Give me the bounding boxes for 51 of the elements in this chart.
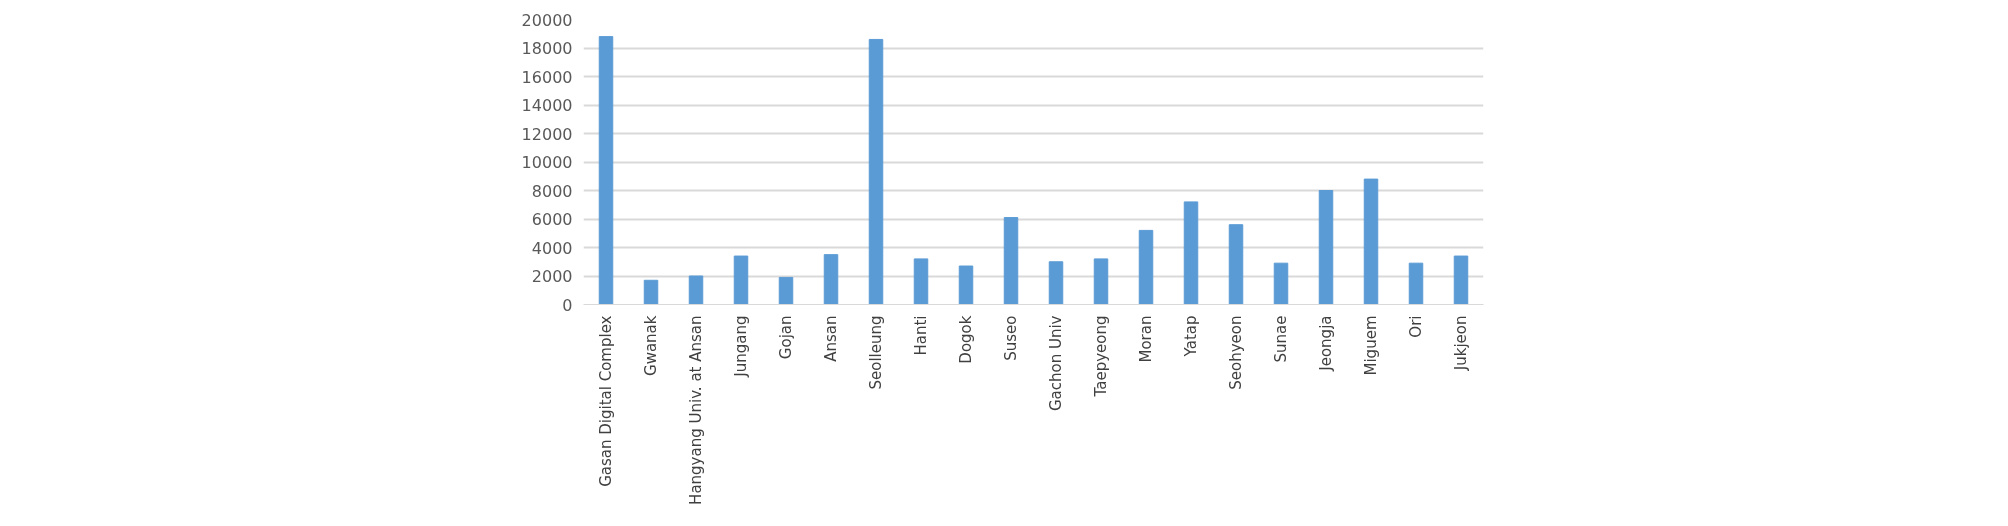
bar — [1093, 258, 1109, 305]
x-tick-label: Sunae — [1272, 315, 1290, 363]
bar — [1453, 255, 1469, 305]
bar — [688, 275, 704, 305]
x-tick-label: Yatap — [1182, 315, 1200, 358]
bar — [1318, 190, 1334, 305]
x-tick-label: Jungang — [732, 315, 750, 378]
bar — [1228, 224, 1244, 305]
x-tick-label: Jeongja — [1317, 315, 1335, 372]
bar — [913, 258, 929, 305]
y-tick-label: 18000 — [521, 39, 573, 58]
y-tick-label: 4000 — [531, 238, 573, 258]
y-tick-label: 20000 — [521, 10, 573, 30]
bar — [1408, 262, 1424, 305]
x-tick-label: Suseo — [1002, 315, 1020, 361]
bar — [598, 36, 614, 305]
x-tick-label: Gojan — [777, 315, 795, 360]
bar — [643, 279, 659, 305]
x-tick-label: Ansan — [822, 315, 840, 362]
bar — [1138, 229, 1154, 305]
bar — [1048, 261, 1064, 305]
bar — [1003, 217, 1019, 305]
bar — [868, 38, 884, 305]
x-tick-label: Seolleung — [867, 315, 885, 390]
x-tick-label: Taepyeong — [1092, 315, 1110, 398]
y-tick-label: 16000 — [521, 67, 573, 87]
bar — [733, 255, 749, 305]
y-tick-label: 12000 — [521, 124, 573, 144]
x-tick-label: Jukjeon — [1452, 315, 1470, 372]
x-tick-label: Gwanak — [642, 315, 660, 376]
x-tick-label: Dogok — [957, 315, 975, 364]
x-tick-label: Gasan Digital Complex — [597, 315, 615, 487]
x-tick-label: Hangyang Univ. at Ansan — [687, 315, 705, 505]
y-tick-label: 0 — [562, 295, 573, 315]
y-tick-label: 14000 — [521, 96, 573, 115]
bar — [1363, 178, 1379, 305]
bar — [1183, 201, 1199, 305]
y-tick-label: 8000 — [531, 181, 573, 201]
bar — [823, 254, 839, 305]
y-tick-label: 2000 — [531, 267, 573, 286]
bar — [1273, 262, 1289, 305]
x-tick-label: Ori — [1407, 315, 1425, 338]
x-tick-label: Gachon Univ — [1047, 315, 1065, 412]
x-tick-label: Moran — [1137, 315, 1155, 363]
bar — [958, 265, 974, 305]
x-tick-label: Seohyeon — [1227, 315, 1245, 390]
y-tick-label: 6000 — [531, 210, 573, 229]
bar — [778, 276, 794, 305]
y-tick-label: 10000 — [521, 153, 573, 172]
x-tick-label: Miguem — [1362, 315, 1380, 376]
x-tick-label: Hanti — [912, 315, 930, 356]
